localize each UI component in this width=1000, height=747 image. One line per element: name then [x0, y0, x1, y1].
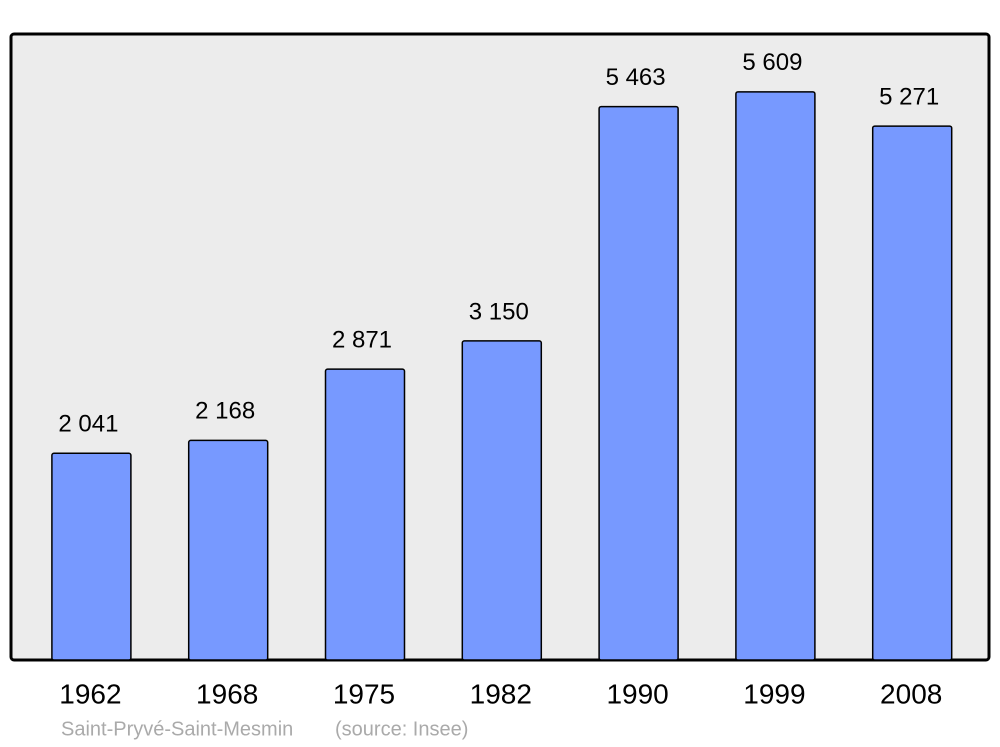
value-label: 3 150	[469, 298, 529, 325]
value-label: 2 871	[332, 327, 392, 354]
value-label: 2 168	[195, 398, 255, 425]
x-tick-label: 1962	[59, 678, 121, 709]
x-tick-label: 1990	[606, 678, 668, 709]
x-tick-label: 1999	[743, 678, 805, 709]
bar	[324, 368, 406, 661]
value-label: 5 609	[742, 49, 802, 76]
bar	[461, 340, 543, 661]
x-tick-label: 1968	[196, 678, 258, 709]
value-label: 5 271	[879, 83, 939, 110]
bar	[187, 439, 269, 661]
x-tick-label: 2008	[880, 678, 942, 709]
chart-caption: Saint-Pryvé-Saint-Mesmin	[61, 718, 293, 740]
x-tick-label: 1975	[333, 678, 395, 709]
value-label: 2 041	[58, 411, 118, 438]
value-label: 5 463	[606, 64, 666, 91]
bar	[598, 105, 679, 661]
bar	[871, 125, 953, 661]
bar	[51, 452, 132, 661]
x-tick-label: 1982	[470, 678, 532, 709]
bar	[735, 91, 816, 661]
chart-source: (source: Insee)	[335, 718, 468, 740]
